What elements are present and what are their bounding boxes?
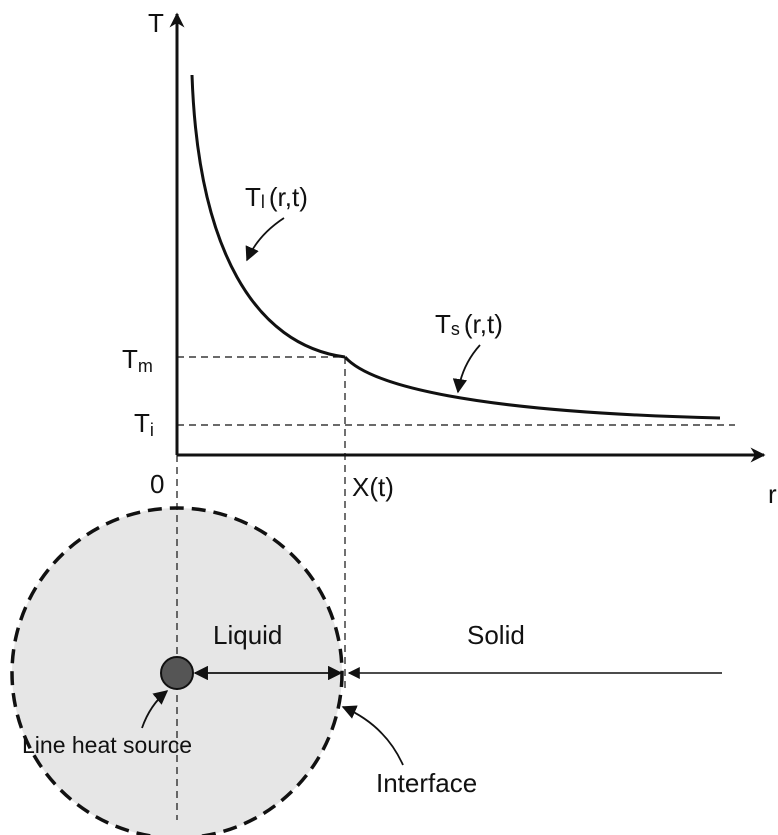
y-axis-label: T: [148, 8, 164, 38]
page: {"axes": {"y_label": "T", "x_label": "r"…: [0, 0, 778, 835]
base: T: [134, 408, 150, 438]
subscript: s: [451, 319, 460, 339]
subscript: i: [150, 420, 154, 440]
melting-label: Tm: [122, 344, 153, 376]
solid-label: Solid: [467, 620, 525, 650]
diagram: T r 0 X(t) Tm Ti Tl(r,t) Ts(r,t) Liquid …: [0, 0, 778, 835]
solid-curve: [345, 357, 720, 418]
initial-label: Ti: [134, 408, 154, 440]
subscript: l: [261, 192, 265, 212]
liquid-curve-label: Tl(r,t): [245, 182, 308, 212]
solid-curve-label: Ts(r,t): [435, 309, 503, 339]
args: (r,t): [464, 309, 503, 339]
heat-source: [161, 657, 193, 689]
liquid-label: Liquid: [213, 620, 282, 650]
liquid-curve: [192, 75, 345, 357]
subscript: m: [138, 356, 153, 376]
interface-label: Interface: [376, 768, 477, 798]
args: (r,t): [269, 182, 308, 212]
base: T: [122, 344, 138, 374]
base: T: [435, 309, 451, 339]
origin-label: 0: [150, 469, 164, 499]
source-label: Line heat source: [22, 732, 192, 758]
base: T: [245, 182, 261, 212]
x-axis-label: r: [768, 479, 777, 509]
interface-position: X(t): [352, 472, 394, 502]
